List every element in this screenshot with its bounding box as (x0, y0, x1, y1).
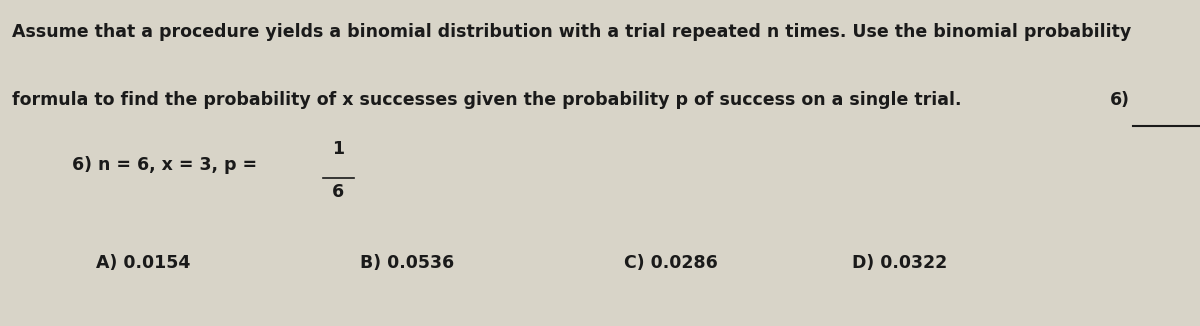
Text: Assume that a procedure yields a binomial distribution with a trial repeated n t: Assume that a procedure yields a binomia… (12, 23, 1132, 41)
Text: D) 0.0322: D) 0.0322 (852, 254, 947, 272)
Text: 6: 6 (332, 183, 344, 200)
Text: B) 0.0536: B) 0.0536 (360, 254, 454, 272)
Text: A) 0.0154: A) 0.0154 (96, 254, 191, 272)
Text: formula to find the probability of x successes given the probability p of succes: formula to find the probability of x suc… (12, 91, 961, 109)
Text: C) 0.0286: C) 0.0286 (624, 254, 718, 272)
Text: 6): 6) (1110, 91, 1130, 109)
Text: 1: 1 (332, 140, 344, 158)
Text: 6) n = 6, x = 3, p =: 6) n = 6, x = 3, p = (72, 156, 257, 174)
